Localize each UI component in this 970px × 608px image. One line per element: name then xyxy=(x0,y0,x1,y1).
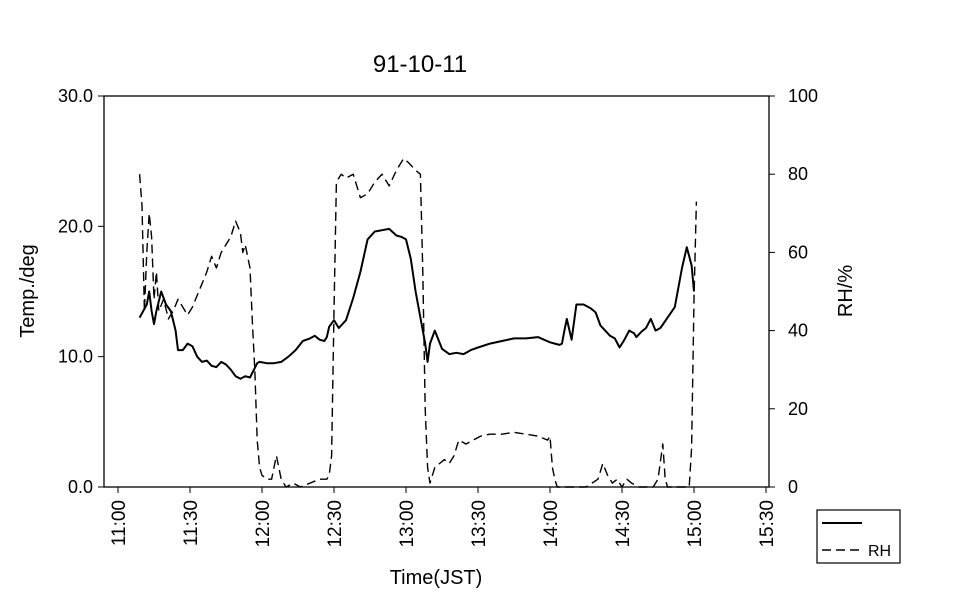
y-right-tick-label: 20 xyxy=(788,399,808,419)
series-rh-line xyxy=(138,157,698,488)
y-left-tick-label: 10.0 xyxy=(58,347,93,367)
chart-title: 91-10-11 xyxy=(373,51,467,78)
y-right-tick-label: 0 xyxy=(788,477,798,497)
y-left-tick-label: 0.0 xyxy=(68,477,93,497)
x-tick-label: 14:30 xyxy=(613,500,634,548)
x-tick-label: 12:30 xyxy=(325,500,346,548)
series-layer xyxy=(138,157,698,488)
x-tick-label: 13:00 xyxy=(397,500,418,548)
y-left-tick-label: 20.0 xyxy=(58,216,93,236)
x-tick-label: 14:00 xyxy=(541,500,562,548)
x-tick-label: 11:30 xyxy=(181,500,202,546)
y-left-tick-label: 30.0 xyxy=(58,86,93,106)
y-axis-label-left: Temp./deg xyxy=(17,244,39,337)
ticks-layer: 11:00 11:30 12:00 12:30 13:00 13:30 14:00 14:30… xyxy=(58,86,818,548)
y-right-tick-label: 40 xyxy=(788,321,808,341)
legend: RH xyxy=(816,509,901,564)
y-axis-label-right: RH/% xyxy=(835,265,857,317)
x-tick-label: 13:30 xyxy=(469,500,490,548)
x-tick-label: 15:30 xyxy=(757,500,778,548)
y-right-tick-label: 100 xyxy=(788,86,818,106)
y-right-tick-label: 60 xyxy=(788,242,808,262)
legend-label-rh: RH xyxy=(868,543,891,560)
legend-box xyxy=(816,509,901,564)
x-tick-label: 11:00 xyxy=(109,500,130,546)
x-axis-label: Time(JST) xyxy=(390,567,483,589)
x-tick-label: 12:00 xyxy=(253,500,274,548)
x-tick-label: 15:00 xyxy=(685,500,706,548)
y-right-tick-label: 80 xyxy=(788,164,808,184)
series-temperature-line xyxy=(138,227,695,380)
plot-frame xyxy=(103,95,770,488)
